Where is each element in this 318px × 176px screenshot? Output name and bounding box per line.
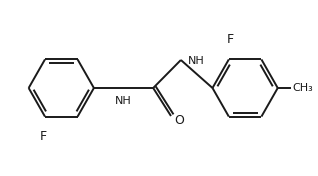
- Text: F: F: [227, 33, 234, 46]
- Text: NH: NH: [115, 96, 132, 106]
- Text: F: F: [39, 130, 46, 143]
- Text: O: O: [174, 114, 184, 127]
- Text: CH₃: CH₃: [293, 83, 313, 93]
- Text: NH: NH: [188, 56, 205, 66]
